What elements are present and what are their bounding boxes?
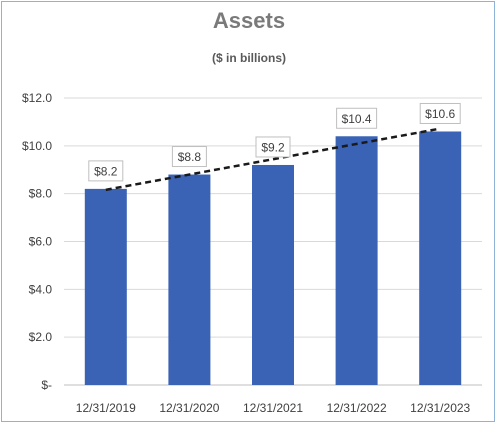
data-label-box — [255, 136, 291, 158]
data-label: $8.2 — [94, 164, 118, 178]
y-axis-tick-labels: $- $2.0 $4.0 $6.0 $8.0 $10.0 $12.0 — [22, 91, 52, 392]
bar — [419, 131, 462, 385]
data-label: $10.6 — [425, 107, 455, 121]
x-category-label: 12/31/2023 — [410, 401, 470, 415]
bar — [335, 136, 378, 385]
x-category-label: 12/31/2021 — [243, 401, 303, 415]
data-labels: $8.2 $8.8 $9.2 $10.4 $10.6 — [88, 102, 461, 182]
chart-subtitle: ($ in billions) — [212, 51, 286, 65]
data-label-box — [88, 160, 124, 182]
y-tick-label: $- — [41, 378, 52, 392]
bar — [252, 164, 294, 385]
data-label-box — [419, 102, 461, 124]
x-category-label: 12/31/2022 — [327, 401, 387, 415]
y-tick-label: $10.0 — [22, 139, 52, 153]
x-axis-category-labels: 12/31/2019 12/31/2020 12/31/2021 12/31/2022… — [76, 401, 471, 415]
x-category-label: 12/31/2020 — [159, 401, 219, 415]
chart-title: Assets — [212, 8, 286, 33]
bars — [84, 131, 462, 385]
y-tick-label: $2.0 — [29, 330, 53, 344]
data-label-box — [336, 107, 378, 129]
data-label: $10.4 — [342, 112, 372, 126]
y-tick-label: $12.0 — [22, 91, 52, 105]
data-label: $9.2 — [261, 140, 285, 154]
trendline — [105, 127, 441, 192]
data-label-box — [171, 146, 207, 168]
x-category-label: 12/31/2019 — [76, 401, 136, 415]
y-tick-label: $8.0 — [29, 187, 53, 201]
y-tick-label: $4.0 — [29, 282, 53, 296]
y-tick-label: $6.0 — [29, 235, 53, 249]
data-label: $8.8 — [178, 150, 202, 164]
bar — [168, 174, 211, 385]
bar — [84, 188, 127, 385]
trendline-line — [105, 127, 441, 192]
